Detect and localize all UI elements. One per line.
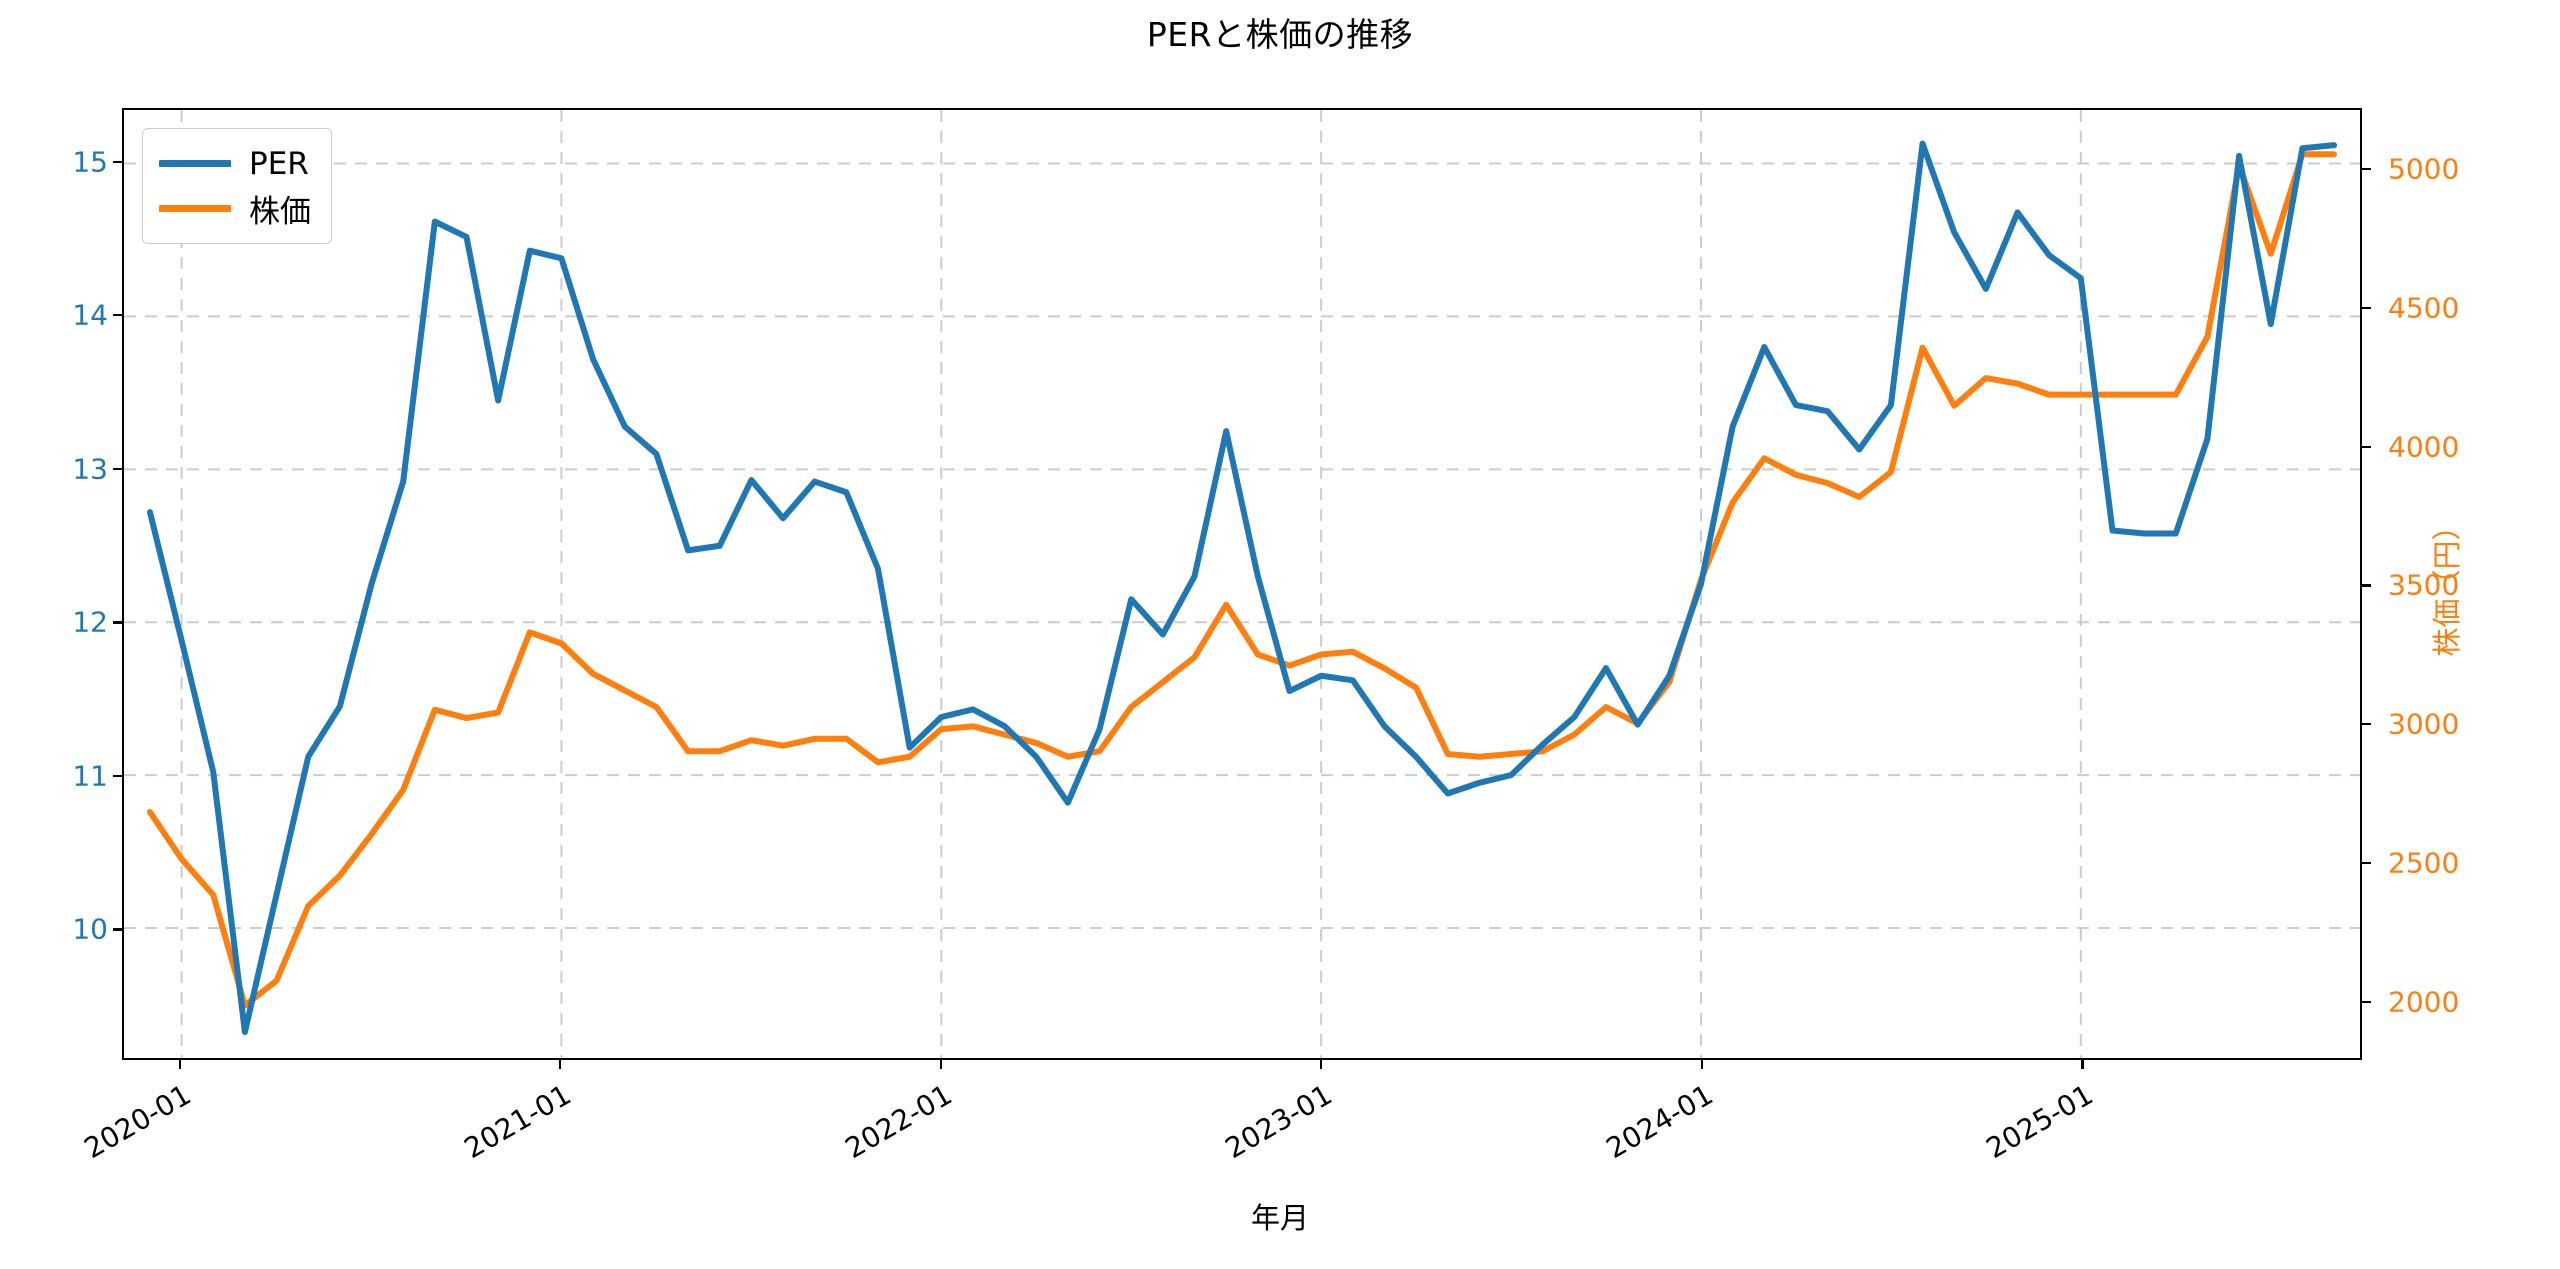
y-tick-mark-left <box>113 160 122 163</box>
y-axis-right-label: 株価（円） <box>2430 511 2464 657</box>
legend-swatch-kabuka <box>159 205 231 212</box>
x-tick-2023-01: 2023-01 <box>1219 1078 1338 1166</box>
y-tick-mark-left <box>113 774 122 778</box>
x-tick-2021-01: 2021-01 <box>458 1078 577 1166</box>
x-axis-label: 年月 <box>1250 1201 1309 1235</box>
x-tick-mark <box>1700 1060 1703 1069</box>
x-tick-2020-01: 2020-01 <box>78 1078 197 1166</box>
chart-title: PERと株価の推移 <box>1146 15 1414 54</box>
chart-svg <box>124 110 2360 1058</box>
x-tick-2025-01: 2025-01 <box>1980 1078 2099 1166</box>
y-tick-left-15: 15 <box>72 145 108 179</box>
x-tick-mark <box>559 1060 562 1069</box>
y-tick-mark-right <box>2362 861 2371 865</box>
y-tick-mark-right <box>2362 445 2371 448</box>
y-tick-left-11: 11 <box>72 759 108 793</box>
y-tick-mark-left <box>113 928 122 931</box>
y-tick-mark-right <box>2362 306 2371 310</box>
data-lines <box>150 144 2334 1032</box>
y-tick-left-14: 14 <box>72 298 108 332</box>
chart-legend: PER 株価 <box>142 128 332 244</box>
gridlines <box>124 110 2360 1058</box>
x-tick-2024-01: 2024-01 <box>1600 1078 1719 1166</box>
y-tick-mark-left <box>113 621 122 624</box>
y-tick-left-13: 13 <box>72 452 108 486</box>
y-tick-right-2500: 2500 <box>2388 846 2460 880</box>
series-line-kabuka <box>150 154 2334 1005</box>
y-tick-mark-left <box>113 314 122 317</box>
y-tick-right-3000: 3000 <box>2388 707 2460 741</box>
y-tick-right-3500: 3500 <box>2388 568 2460 602</box>
y-tick-right-4000: 4000 <box>2388 430 2460 464</box>
x-tick-mark <box>2081 1060 2084 1069</box>
y-tick-right-5000: 5000 <box>2388 152 2460 186</box>
y-tick-left-12: 12 <box>72 605 108 639</box>
y-tick-mark-right <box>2362 723 2371 726</box>
x-tick-2022-01: 2022-01 <box>839 1078 958 1166</box>
series-line-per <box>150 144 2334 1032</box>
y-tick-mark-right <box>2362 1000 2371 1003</box>
x-tick-mark <box>178 1060 181 1069</box>
y-tick-left-10: 10 <box>72 912 108 946</box>
x-tick-mark <box>939 1060 942 1069</box>
y-tick-right-2000: 2000 <box>2388 985 2460 1019</box>
y-tick-mark-right <box>2362 168 2371 171</box>
y-tick-mark-right <box>2362 584 2371 587</box>
y-tick-right-4500: 4500 <box>2388 291 2460 325</box>
x-tick-mark <box>1320 1060 1323 1069</box>
legend-item-per[interactable]: PER <box>159 141 311 186</box>
legend-label-kabuka: 株価 <box>249 194 311 230</box>
legend-item-kabuka[interactable]: 株価 <box>159 186 311 231</box>
legend-swatch-per <box>159 160 231 167</box>
legend-label-per: PER <box>249 145 309 182</box>
plot-area <box>122 108 2362 1060</box>
y-tick-mark-left <box>113 467 122 471</box>
